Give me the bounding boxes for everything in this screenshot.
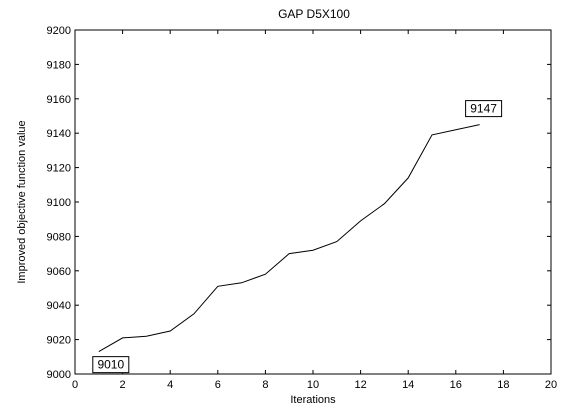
- annotation-label: 9010: [92, 356, 130, 374]
- data-point: [145, 335, 148, 338]
- annotation-box: [92, 356, 130, 374]
- annotations: 9010 9147: [92, 100, 503, 374]
- x-tick-label: 4: [167, 379, 173, 391]
- x-tick-label: 6: [215, 379, 221, 391]
- data-point: [335, 240, 338, 243]
- y-tick-label: 9120: [47, 163, 71, 175]
- annotation-label: 9147: [465, 100, 503, 118]
- x-tick-label: 2: [120, 379, 126, 391]
- x-tick-label: 0: [72, 379, 78, 391]
- data-point: [431, 133, 434, 136]
- y-tick-label: 9060: [47, 266, 71, 278]
- y-tick-label: 9160: [47, 94, 71, 106]
- data-point: [454, 128, 457, 131]
- y-tick-label: 9000: [47, 369, 71, 381]
- y-axis-label: Improved objective function value: [16, 120, 28, 283]
- data-point: [478, 123, 481, 126]
- y-tick-label: 9140: [47, 128, 71, 140]
- data-point: [359, 219, 362, 222]
- series-group: [97, 123, 481, 353]
- data-point: [312, 249, 315, 252]
- x-tick-label: 16: [450, 379, 462, 391]
- x-axis-label: Iterations: [290, 394, 336, 406]
- chart-title: GAP D5X100: [278, 7, 350, 21]
- plot-area: [74, 29, 552, 375]
- x-tick-label: 12: [354, 379, 366, 391]
- annotation-text: 9010: [97, 358, 124, 372]
- y-tick-label: 9100: [47, 197, 71, 209]
- data-point: [193, 312, 196, 315]
- x-tick-label: 10: [307, 379, 319, 391]
- x-tick-label: 18: [497, 379, 509, 391]
- y-tick-label: 9020: [47, 335, 71, 347]
- annotation-box: [465, 100, 503, 118]
- data-point: [216, 285, 219, 288]
- y-tick-label: 9200: [47, 25, 71, 37]
- y-tick-label: 9080: [47, 231, 71, 243]
- y-tick-label: 9040: [47, 300, 71, 312]
- data-point: [288, 252, 291, 255]
- data-point: [169, 330, 172, 333]
- data-point: [121, 336, 124, 339]
- data-point: [383, 202, 386, 205]
- series-line: [98, 124, 480, 353]
- data-point: [240, 281, 243, 284]
- axis-ticks: 0 2 4 6 8 10 12 14 16 18 20 9000 9020 9040 9060 9080 910…: [47, 25, 558, 391]
- data-point: [97, 350, 100, 353]
- x-tick-label: 14: [402, 379, 414, 391]
- data-point: [264, 273, 267, 276]
- x-tick-label: 20: [545, 379, 557, 391]
- y-tick-label: 9180: [47, 59, 71, 71]
- x-tick-label: 8: [262, 379, 268, 391]
- annotation-text: 9147: [470, 102, 497, 116]
- data-point: [407, 176, 410, 179]
